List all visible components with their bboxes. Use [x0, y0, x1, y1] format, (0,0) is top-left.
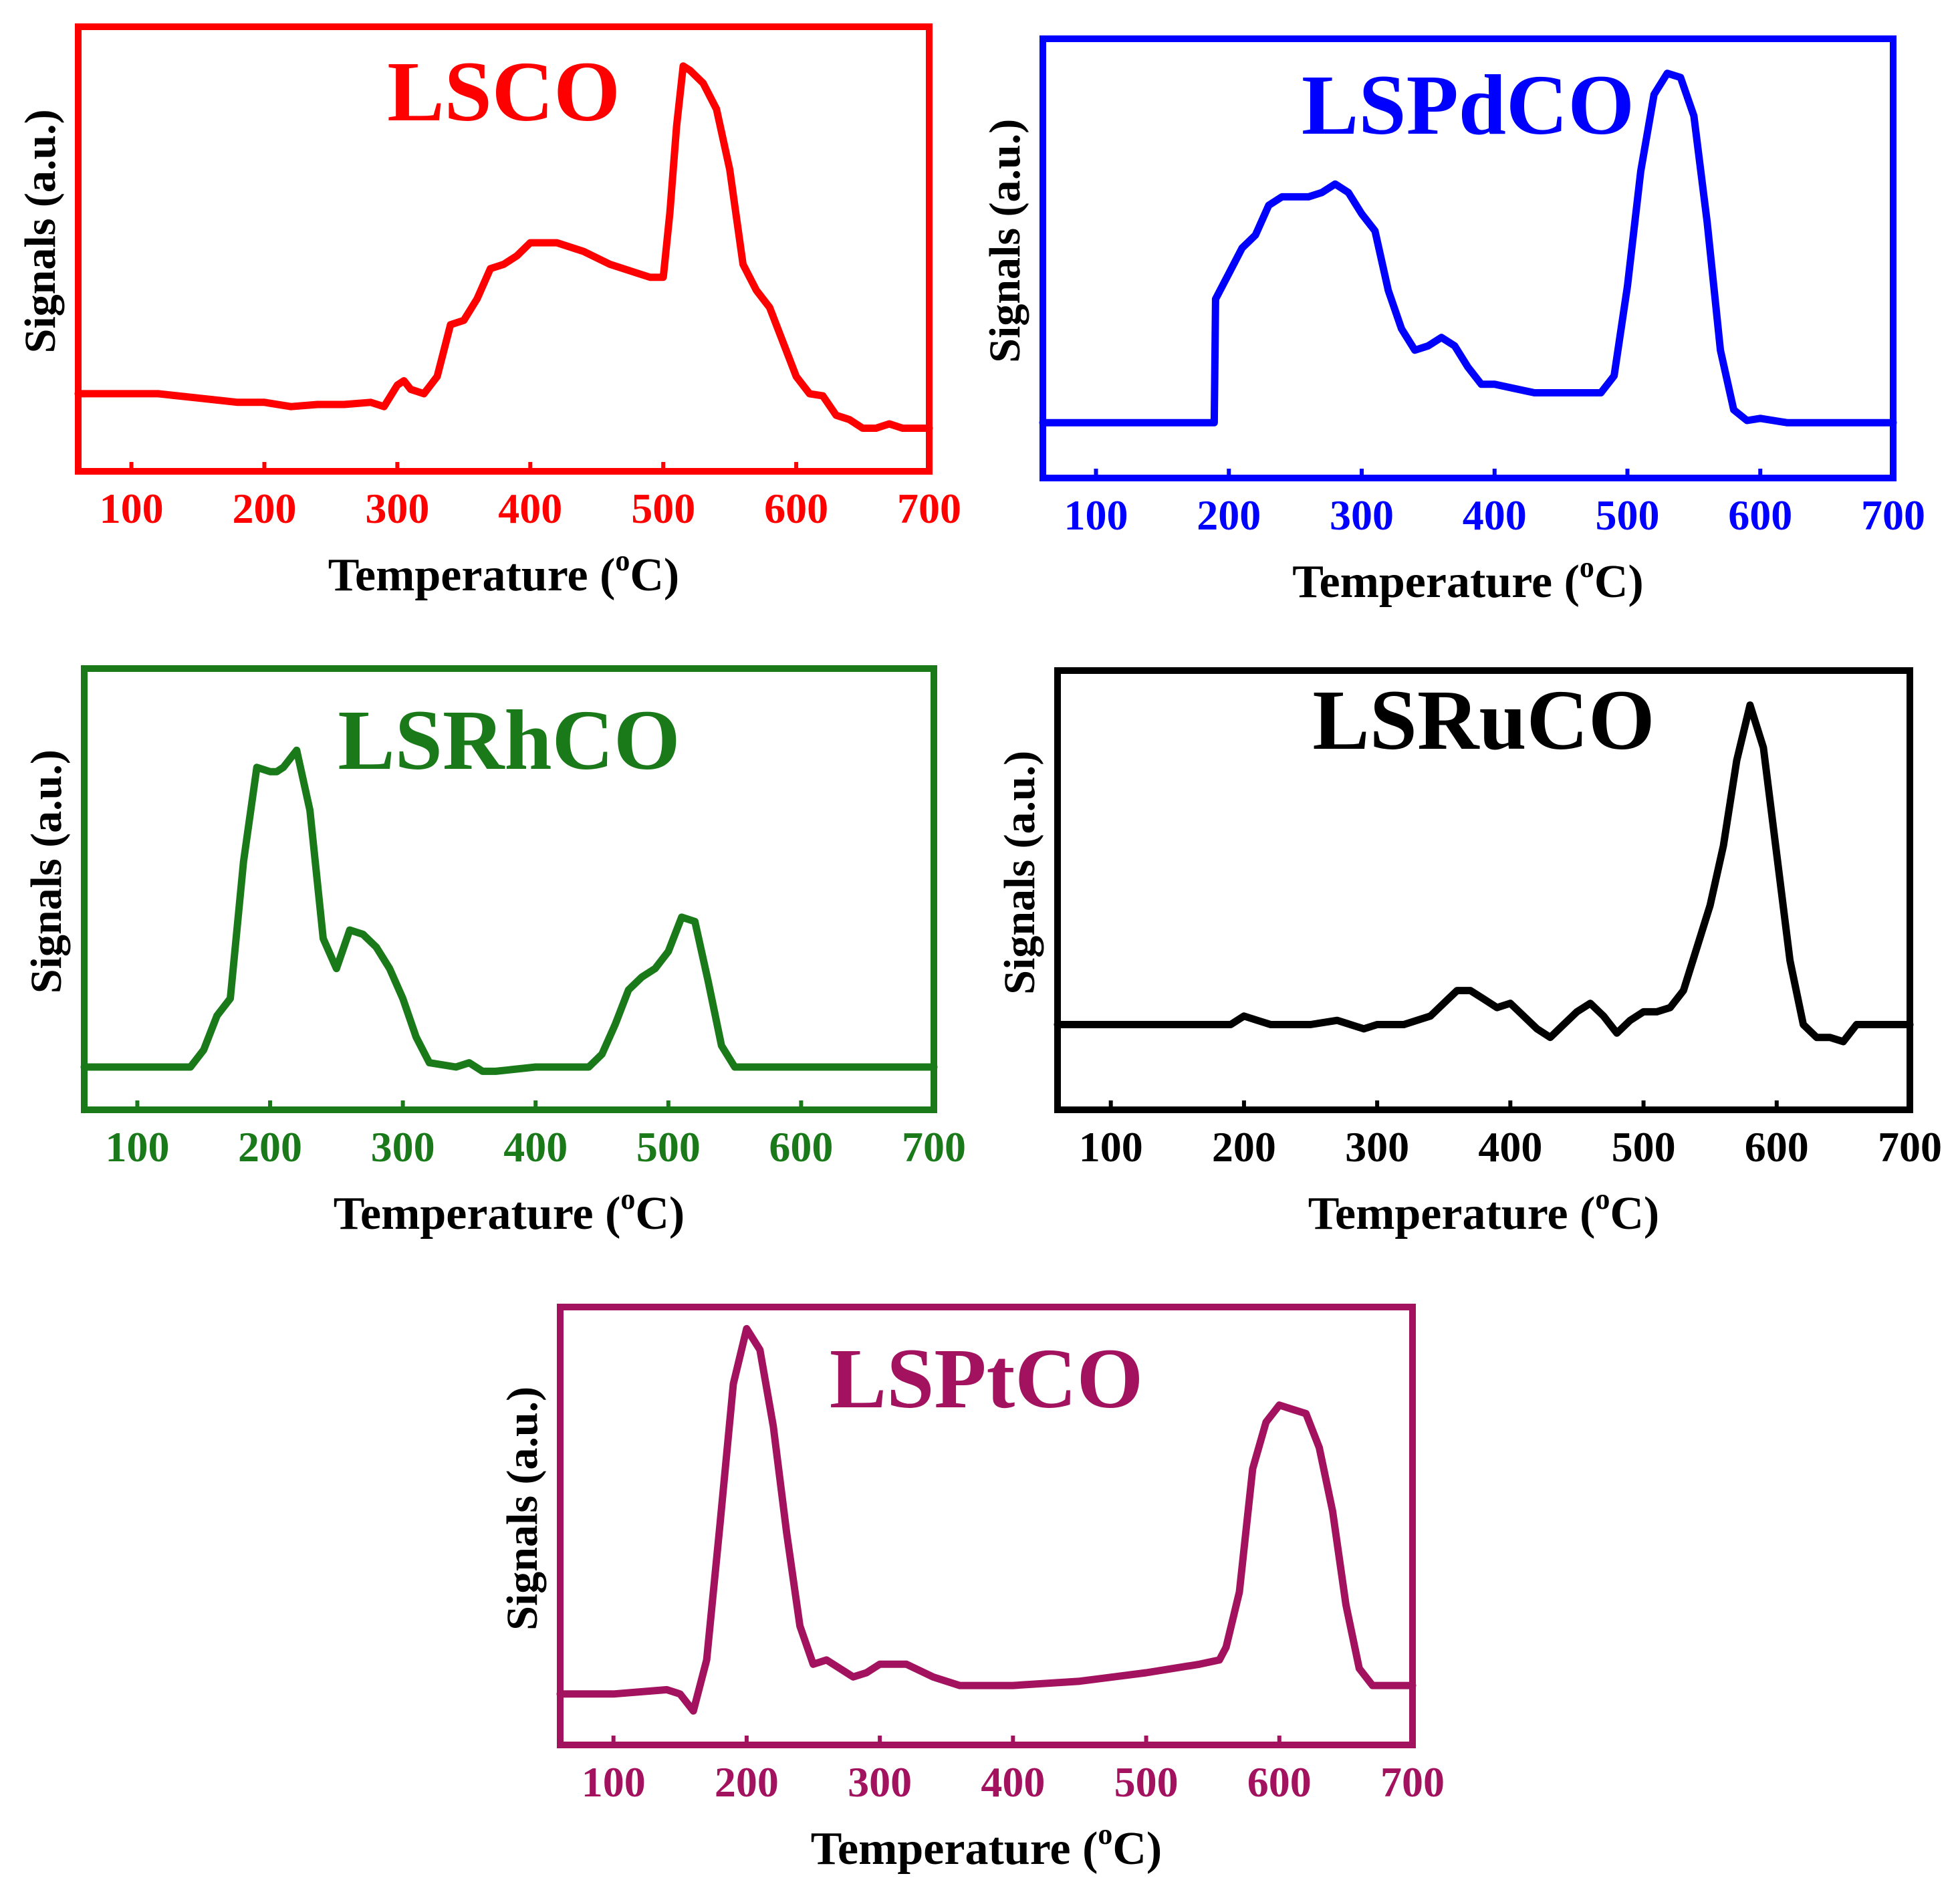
- x-tick-label: 400: [498, 485, 562, 532]
- x-tick-label: 700: [897, 485, 961, 532]
- x-tick-label: 200: [232, 485, 296, 532]
- x-tick-label: 300: [848, 1758, 912, 1806]
- x-tick-label: 400: [503, 1123, 568, 1171]
- x-tick-label: 700: [1861, 491, 1925, 539]
- x-tick-label: 600: [1247, 1758, 1312, 1806]
- y-axis-label: Signals (a.u.): [498, 1387, 547, 1631]
- panel-lsruco: 100 200 300 400 500 600 700 LSRuCO Temperature (…: [995, 667, 1942, 1240]
- panel-title: LSCO: [387, 44, 620, 139]
- data-series-line: [556, 1324, 1417, 1715]
- y-axis-label: Signals (a.u.): [995, 751, 1044, 995]
- panel-title: LSPdCO: [1302, 57, 1634, 152]
- data-series-line: [1054, 701, 1914, 1046]
- x-tick-label: 500: [636, 1123, 701, 1171]
- y-axis-label: Signals (a.u.): [22, 749, 71, 993]
- plot-frame: [1054, 667, 1913, 1113]
- x-tick-label: 400: [1463, 491, 1527, 539]
- plot-frame: [1039, 35, 1896, 481]
- x-tick-label: 600: [1745, 1123, 1809, 1171]
- panel-lsrhco: 100 200 300 400 500 600 700 LSRhCO Temperature (…: [22, 665, 966, 1240]
- x-tick-label: 100: [1064, 491, 1128, 539]
- x-tick-label: 400: [981, 1758, 1045, 1806]
- panel-lspdco: 100 200 300 400 500 600 700 LSPdCO Temperature (…: [981, 35, 1925, 608]
- x-tick-label: 700: [1878, 1123, 1942, 1171]
- panel-title: LSRuCO: [1312, 673, 1655, 768]
- x-tick-label: 600: [764, 485, 828, 532]
- x-tick-label: 600: [769, 1123, 833, 1171]
- x-axis-label: Temperature (oC): [811, 1818, 1162, 1875]
- panel-lsptco: 100 200 300 400 500 600 700 LSPtCO Temperature (…: [498, 1304, 1445, 1875]
- y-axis-label: Signals (a.u.): [16, 109, 65, 353]
- x-axis-label: Temperature (oC): [1308, 1183, 1660, 1240]
- x-tick-label: 200: [715, 1758, 779, 1806]
- data-series-line: [1039, 70, 1897, 427]
- x-tick-label: 500: [1114, 1758, 1179, 1806]
- x-tick-label: 500: [631, 485, 695, 532]
- x-axis-label: Temperature (oC): [334, 1183, 685, 1240]
- plot-frame: [557, 1304, 1416, 1748]
- x-tick-label: 400: [1478, 1123, 1542, 1171]
- x-axis-label: Temperature (oC): [1292, 551, 1644, 608]
- x-tick-label: 200: [238, 1123, 302, 1171]
- data-series-line: [80, 746, 938, 1075]
- x-tick-label: 500: [1596, 491, 1660, 539]
- x-tick-label: 200: [1212, 1123, 1276, 1171]
- x-axis-label: Temperature (oC): [328, 544, 680, 601]
- panel-title: LSRhCO: [338, 693, 680, 788]
- x-tick-label: 300: [371, 1123, 435, 1171]
- plot-frame: [75, 23, 933, 475]
- x-tick-label: 600: [1728, 491, 1792, 539]
- x-tick-label: 200: [1197, 491, 1261, 539]
- x-tick-label: 500: [1612, 1123, 1676, 1171]
- panel-lsco: 100 200 300 400 500 600 700 LSCO Temperature (oC…: [16, 23, 961, 601]
- x-tick-label: 300: [365, 485, 429, 532]
- x-tick-label: 100: [105, 1123, 169, 1171]
- x-tick-label: 700: [1380, 1758, 1445, 1806]
- x-tick-label: 300: [1345, 1123, 1409, 1171]
- panel-title: LSPtCO: [830, 1331, 1143, 1426]
- x-tick-label: 100: [100, 485, 164, 532]
- x-tick-label: 100: [1079, 1123, 1143, 1171]
- data-series-line: [74, 62, 933, 432]
- y-axis-label: Signals (a.u.): [981, 119, 1029, 363]
- x-tick-label: 700: [902, 1123, 966, 1171]
- plot-frame: [81, 665, 937, 1113]
- x-tick-label: 300: [1330, 491, 1394, 539]
- x-tick-label: 100: [582, 1758, 646, 1806]
